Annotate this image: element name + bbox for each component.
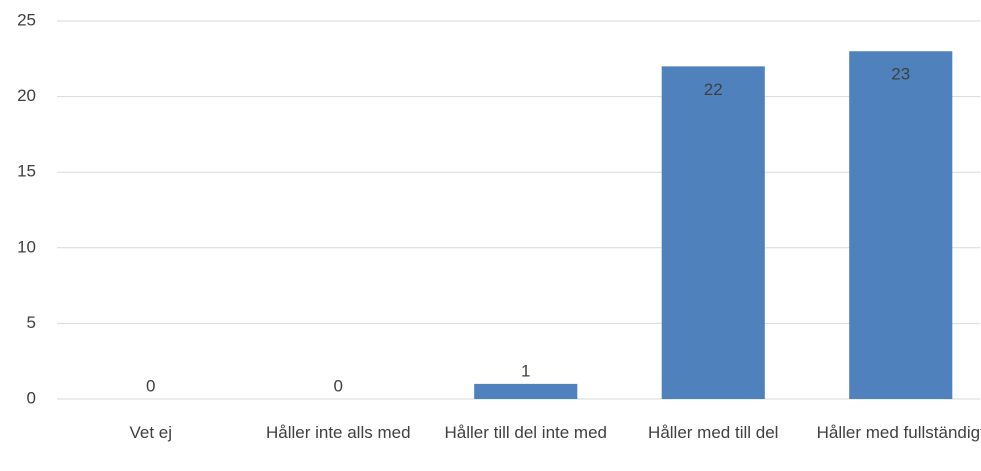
x-tick-label: Håller till del inte med [444, 423, 607, 442]
value-label: 1 [521, 361, 530, 380]
y-tick-label: 20 [17, 86, 36, 105]
bar [474, 383, 578, 399]
y-tick-label: 10 [17, 237, 36, 256]
x-tick-label: Vet ej [129, 423, 172, 442]
value-label: 23 [891, 65, 910, 84]
y-tick-label: 25 [17, 10, 36, 29]
y-tick-label: 5 [27, 313, 36, 332]
bar [849, 51, 953, 400]
x-tick-label: Håller med fullständigt [817, 423, 981, 442]
value-label: 0 [334, 376, 343, 395]
x-tick-label: Håller inte alls med [266, 423, 411, 442]
y-tick-label: 0 [27, 388, 36, 407]
value-label: 0 [146, 376, 155, 395]
value-label: 22 [704, 80, 723, 99]
y-tick-label: 15 [17, 162, 36, 181]
bar [661, 66, 765, 400]
x-tick-label: Håller med till del [648, 423, 778, 442]
